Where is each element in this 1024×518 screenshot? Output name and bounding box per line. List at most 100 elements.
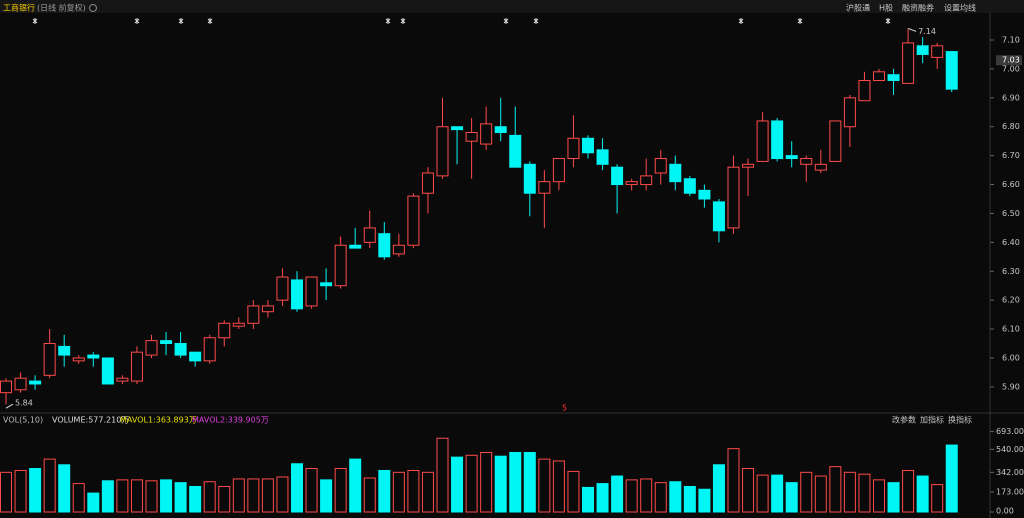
candle-body: [611, 166, 624, 186]
volume-legend: MAVOL1:363.893万: [120, 416, 197, 425]
volume-bar: [378, 469, 391, 513]
volume-bar: [582, 486, 594, 513]
tab[interactable]: 融资融券: [902, 3, 934, 13]
candle-body: [712, 201, 725, 232]
candle-body: [43, 343, 56, 376]
event-icon: [385, 18, 391, 24]
candle-body: [640, 175, 653, 186]
volume-bar: [902, 469, 915, 513]
event-icon: [400, 18, 406, 24]
top-bar: [0, 0, 1024, 13]
volume-bar: [87, 492, 100, 513]
volume-bar: [785, 482, 798, 513]
candle-body: [480, 123, 493, 145]
event-label: 5: [562, 404, 567, 413]
volume-bar: [218, 485, 231, 513]
event-icon: [503, 18, 509, 24]
chart-mode: (日线 前复权): [37, 3, 86, 13]
volume-bar: [407, 469, 420, 513]
volume-bar: [72, 483, 85, 513]
volume-bar: [436, 437, 449, 513]
candle-body: [218, 322, 231, 339]
volume-bar: [320, 479, 333, 513]
volume-bar: [276, 476, 289, 513]
volume-bar: [174, 482, 187, 513]
stock-name: 工商银行: [3, 3, 35, 13]
candle-body: [174, 343, 187, 356]
settings-icon[interactable]: [89, 4, 97, 12]
candle-body: [654, 158, 667, 174]
tab[interactable]: H股: [879, 4, 893, 13]
tool[interactable]: 改参数: [892, 415, 916, 425]
candle-body: [465, 132, 478, 142]
candle-body: [552, 158, 565, 183]
volume-bar: [814, 475, 827, 513]
volume-bar: [771, 474, 784, 513]
volume-bar: [130, 479, 143, 513]
candle-body: [829, 120, 842, 162]
candle-body: [72, 357, 85, 362]
tab[interactable]: 沪股通: [846, 3, 870, 13]
candle-body: [189, 351, 202, 362]
y-tick-label: 6.00: [1002, 353, 1020, 362]
volume-bar: [29, 468, 42, 513]
volume-bar: [480, 451, 493, 513]
volume-bar: [538, 458, 551, 513]
candle-body: [509, 134, 522, 168]
volume-legend: VOL(5,10): [3, 416, 43, 425]
candle-body: [349, 244, 362, 249]
volume-bar: [596, 483, 609, 513]
volume-bar: [712, 464, 725, 513]
candle-body: [14, 377, 27, 391]
tool[interactable]: 加指标: [920, 415, 944, 425]
candle-body: [334, 244, 347, 287]
candle-body: [887, 74, 900, 81]
candle-body: [596, 149, 609, 165]
volume-bar: [742, 468, 755, 513]
candle-body: [407, 195, 420, 246]
low-label: 5.84: [15, 399, 33, 408]
volume-bar: [203, 481, 216, 513]
volume-bar: [43, 458, 56, 513]
volume-bar: [334, 468, 347, 513]
event-icon: [207, 18, 213, 24]
candle-body: [698, 189, 711, 200]
tab[interactable]: 设置均线: [944, 3, 976, 13]
volume-bar: [858, 473, 871, 513]
candle-body: [814, 163, 827, 171]
candle-body: [203, 337, 216, 362]
event-icon: [178, 18, 184, 24]
y-tick-label: 7.10: [1002, 36, 1020, 45]
candle-body: [392, 244, 405, 255]
volume-bar: [160, 479, 173, 513]
volume-bar: [363, 477, 376, 513]
y-tick-label: 6.80: [1002, 122, 1020, 131]
candle-body: [785, 155, 798, 160]
volume-bar: [305, 468, 318, 513]
candle-body: [247, 305, 260, 324]
volume-bar: [640, 478, 653, 513]
volume-bar: [931, 484, 944, 513]
candle-body: [0, 380, 12, 394]
volume-bar: [916, 475, 929, 513]
candle-body: [945, 51, 958, 90]
volume-bar: [945, 444, 958, 513]
volume-bar: [683, 485, 696, 513]
volume-bar: [189, 485, 202, 513]
candle-body: [771, 120, 784, 160]
volume-bar: [421, 471, 434, 513]
candle-body: [873, 71, 885, 81]
volume-bar: [261, 478, 274, 513]
volume-bar: [873, 479, 885, 513]
volume-bar: [829, 466, 842, 513]
candle-body: [145, 340, 158, 356]
tool[interactable]: 换指标: [948, 415, 972, 425]
candle-body: [931, 45, 944, 58]
volume-bar: [756, 474, 769, 513]
candle-body: [756, 120, 769, 162]
volume-bar: [567, 470, 580, 513]
candle-body: [727, 166, 740, 229]
candle-body: [232, 322, 245, 327]
volume-bar: [698, 488, 711, 513]
volume-bar: [247, 478, 260, 513]
